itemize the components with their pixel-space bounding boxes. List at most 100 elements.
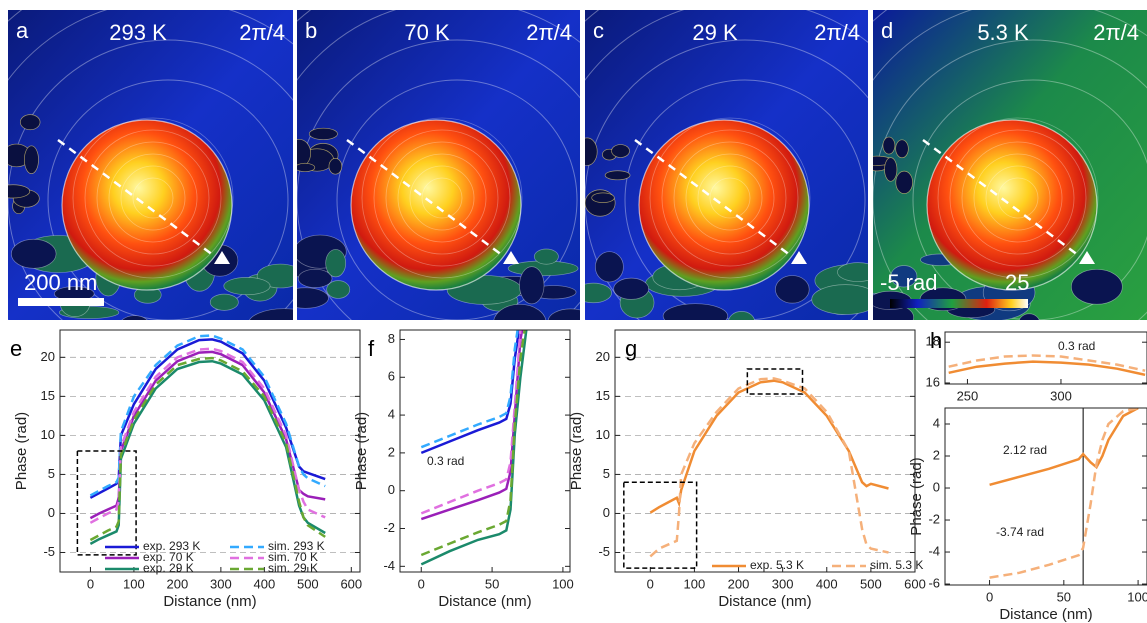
series-line	[989, 408, 1139, 487]
x-tick-label: 600	[904, 576, 926, 591]
panel-label: a	[16, 18, 29, 43]
axes-frame	[59, 329, 361, 573]
x-tick-label: 300	[1050, 388, 1072, 403]
contour	[685, 153, 775, 243]
contour-step: 2π/4	[526, 20, 572, 45]
series-line	[948, 360, 1146, 377]
substrate-patch	[297, 162, 316, 173]
line-cut	[922, 138, 1079, 257]
line-cut	[346, 138, 503, 257]
plot-area	[649, 377, 889, 558]
colorbar-max: 25	[1005, 270, 1029, 295]
x-tick-label: 300	[772, 576, 794, 591]
phase-image	[8, 10, 293, 320]
temperature: 5.3 K	[977, 20, 1029, 45]
contour	[361, 117, 523, 279]
substrate-patch	[24, 145, 39, 174]
y-tick-label: -4	[928, 543, 940, 558]
substrate-patch	[595, 251, 624, 283]
annotation: 0.3 rad	[1058, 339, 1095, 353]
contour-step: 2π/4	[239, 20, 285, 45]
series-line	[420, 330, 519, 449]
contour	[985, 165, 1051, 231]
scale-bar-label: 200 nm	[24, 270, 97, 295]
y-tick-label: 5	[48, 466, 55, 481]
y-tick-label: 15	[41, 388, 55, 403]
y-tick-label: 2	[388, 444, 395, 459]
zoom-box	[623, 481, 698, 569]
contour	[373, 129, 511, 267]
contour	[47, 79, 289, 320]
legend-label: exp. 5.3 K	[750, 558, 804, 572]
zoom-box	[76, 450, 137, 556]
substrate-patch	[882, 136, 896, 155]
y-tick-label: 0	[603, 505, 610, 520]
chart: 16 18 250 300 h 0.3 rad	[926, 328, 1147, 403]
substrate-patch	[728, 311, 755, 320]
y-axis-label: Phase (rad)	[353, 412, 370, 490]
plot-area	[989, 408, 1139, 585]
temperature: 70 K	[404, 20, 450, 45]
y-axis-label: Phase (rad)	[13, 412, 30, 490]
panel-label: f	[368, 336, 375, 361]
y-tick-label: 15	[596, 388, 610, 403]
substrate-patch	[325, 249, 347, 278]
series-line	[89, 334, 326, 497]
y-tick-label: -6	[928, 575, 940, 590]
contour	[120, 165, 186, 231]
y-tick-label: 6	[388, 369, 395, 384]
y-tick-label: 5	[603, 466, 610, 481]
x-tick-label: 250	[957, 388, 979, 403]
series-line	[989, 408, 1139, 579]
x-tick-label: 0	[986, 589, 993, 604]
substrate-patch	[308, 127, 338, 140]
y-tick-label: -2	[383, 520, 395, 535]
contour	[132, 177, 174, 219]
plot-area	[420, 330, 528, 566]
contour	[397, 153, 487, 243]
series-line	[649, 379, 889, 514]
panel-label: e	[10, 336, 22, 361]
legend-label: exp. 293 K	[143, 539, 200, 553]
substrate-patch	[121, 315, 148, 320]
contour	[673, 141, 787, 255]
x-tick-label: 200	[167, 576, 189, 591]
substrate-patch	[519, 266, 545, 305]
y-tick-label: 20	[596, 349, 610, 364]
substrate-patch	[811, 284, 868, 315]
contour	[409, 165, 475, 231]
particle	[61, 119, 233, 291]
axes-frame	[614, 329, 916, 573]
axes-frame	[944, 331, 1147, 385]
contour	[421, 177, 463, 219]
substrate-patch	[249, 308, 293, 320]
annotation: 2.12 rad	[1003, 443, 1047, 457]
substrate-patch	[297, 287, 329, 309]
series-line	[89, 356, 326, 542]
cut-arrow	[214, 251, 230, 264]
y-tick-label: 2	[933, 447, 940, 462]
particle	[638, 119, 810, 291]
x-tick-label: 0	[87, 576, 94, 591]
contour	[937, 117, 1099, 279]
contour	[697, 165, 763, 231]
series-line	[649, 377, 889, 558]
x-axis-label: Distance (nm)	[718, 593, 811, 610]
annotation: -3.74 rad	[996, 525, 1044, 539]
contour	[84, 129, 222, 267]
series-line	[420, 330, 528, 566]
y-tick-label: -2	[928, 511, 940, 526]
y-tick-label: -5	[598, 544, 610, 559]
y-tick-label: 0	[48, 505, 55, 520]
y-tick-label: 0	[933, 479, 940, 494]
panel-label: h	[930, 328, 942, 353]
contour	[336, 79, 578, 320]
contour	[961, 141, 1075, 255]
contour	[385, 141, 499, 255]
cut-arrow	[791, 251, 807, 264]
x-axis-label: Distance (nm)	[999, 606, 1092, 623]
series-line	[420, 330, 524, 521]
phase-image	[873, 10, 1147, 320]
series-line	[89, 338, 326, 499]
